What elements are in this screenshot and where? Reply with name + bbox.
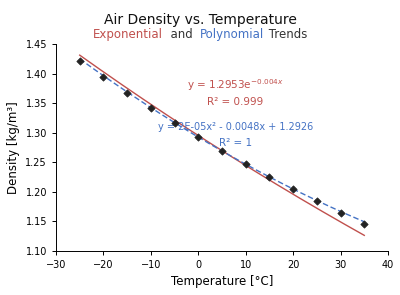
Point — [100, 75, 107, 79]
Point — [290, 187, 296, 192]
Text: Exponential: Exponential — [93, 28, 163, 41]
Text: Polynomial: Polynomial — [200, 28, 264, 41]
Point — [195, 135, 202, 140]
Text: and: and — [163, 28, 200, 41]
Point — [219, 149, 225, 153]
Point — [242, 162, 249, 167]
Point — [171, 121, 178, 125]
X-axis label: Temperature [°C]: Temperature [°C] — [171, 275, 273, 288]
Point — [361, 222, 368, 226]
Text: Trends: Trends — [264, 28, 307, 41]
Text: y = 2E-05x² - 0.0048x + 1.2926: y = 2E-05x² - 0.0048x + 1.2926 — [158, 122, 313, 132]
Point — [337, 210, 344, 215]
Y-axis label: Density [kg/m³]: Density [kg/m³] — [7, 101, 20, 194]
Text: R² = 1: R² = 1 — [219, 138, 252, 148]
Text: Air Density vs. Temperature: Air Density vs. Temperature — [104, 13, 296, 27]
Text: y = 1.2953e$^{-0.004x}$: y = 1.2953e$^{-0.004x}$ — [187, 78, 284, 94]
Point — [266, 175, 273, 179]
Point — [124, 91, 130, 95]
Text: R² = 0.999: R² = 0.999 — [207, 97, 264, 107]
Point — [76, 58, 83, 63]
Point — [148, 106, 154, 111]
Point — [314, 199, 320, 204]
